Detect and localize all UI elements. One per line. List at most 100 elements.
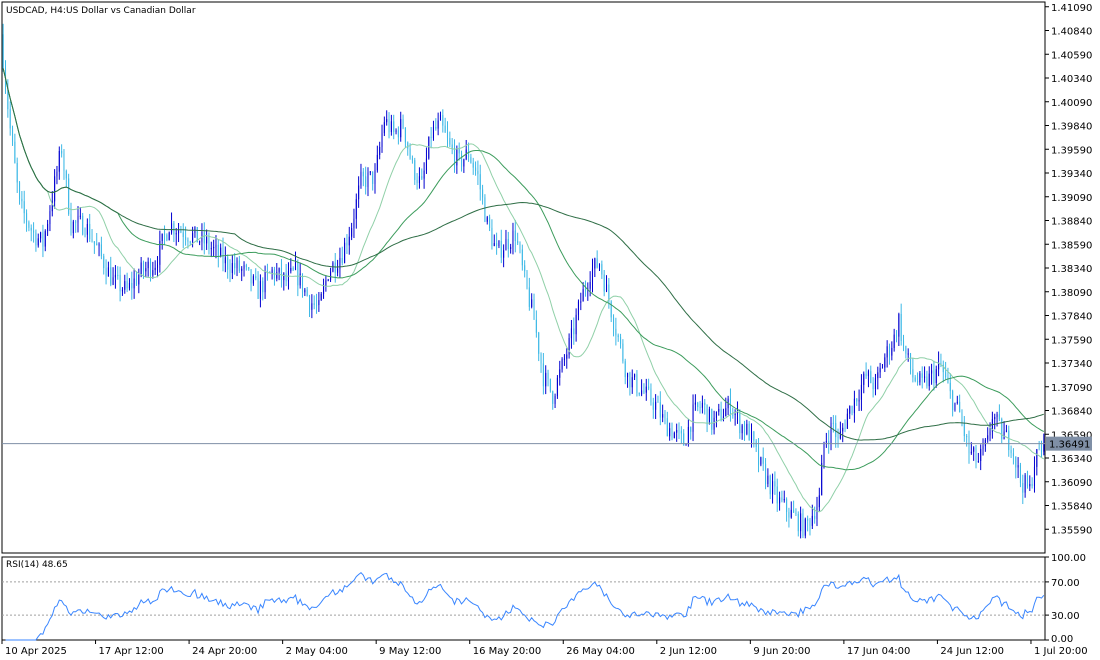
candle-body: [430, 136, 432, 139]
candle: [809, 517, 811, 536]
candle-body: [154, 267, 156, 271]
candle: [91, 229, 93, 243]
candle: [145, 261, 147, 278]
candle-body: [47, 224, 49, 232]
candle-body: [75, 221, 77, 223]
candle-body: [561, 359, 563, 370]
candle-body: [423, 170, 425, 179]
candle: [505, 229, 507, 251]
candle-body: [725, 408, 727, 417]
candle: [42, 224, 44, 258]
candle-body: [185, 237, 187, 240]
candle: [376, 145, 378, 173]
rsi-indicator-pane[interactable]: [1, 556, 1046, 641]
candle-body: [65, 170, 67, 179]
candle: [905, 345, 907, 359]
candle: [998, 404, 1000, 422]
candle-body: [203, 232, 205, 244]
candle: [444, 117, 446, 133]
candle: [217, 239, 219, 268]
price-tick-label: 1.41090: [1051, 3, 1092, 14]
candle: [346, 234, 348, 254]
candle: [461, 150, 463, 172]
candle-body: [687, 426, 689, 445]
rsi-tick-label: 30.00: [1051, 611, 1080, 622]
candle: [596, 250, 598, 269]
candle: [554, 393, 556, 409]
candle-body: [608, 284, 610, 302]
candle: [879, 362, 881, 379]
candle-body: [245, 265, 247, 268]
candle-body: [823, 442, 825, 464]
candle-body: [192, 233, 194, 242]
candle-body: [337, 268, 339, 273]
candle: [93, 241, 95, 254]
rsi-tick-label: 70.00: [1051, 578, 1080, 589]
candle: [341, 246, 343, 266]
candle-body: [645, 386, 647, 393]
candle: [479, 164, 481, 201]
candle-body: [816, 507, 818, 519]
candle: [924, 366, 926, 383]
candle: [208, 232, 210, 255]
current-price-label: 1.36491: [1049, 440, 1090, 451]
candle: [26, 209, 28, 232]
candle: [984, 438, 986, 452]
candle-body: [182, 232, 184, 238]
candle: [591, 258, 594, 293]
candle-body: [285, 273, 287, 282]
candle-body: [954, 402, 956, 411]
candle: [790, 501, 792, 519]
candle: [276, 262, 278, 282]
candle-body: [931, 370, 933, 374]
candle-body: [814, 515, 816, 519]
candle: [124, 274, 126, 294]
candle-body: [126, 281, 128, 289]
candle: [411, 155, 413, 164]
candle-body: [910, 353, 912, 370]
candle: [1019, 462, 1021, 488]
candle: [627, 372, 629, 388]
candle: [19, 181, 21, 205]
candle: [255, 268, 257, 281]
candle-body: [952, 391, 954, 411]
candle-body: [919, 373, 921, 383]
candle-body: [243, 265, 245, 269]
candle-body: [734, 413, 736, 415]
candle-body: [870, 371, 872, 383]
candle-body: [54, 176, 56, 202]
candle-body: [517, 240, 519, 244]
candle-body: [917, 381, 919, 383]
main-price-pane[interactable]: [1, 1, 1046, 554]
candle: [21, 191, 23, 209]
candle: [769, 474, 771, 500]
candle-body: [418, 176, 420, 184]
candle-body: [388, 119, 390, 133]
candle-body: [900, 313, 902, 341]
candle: [77, 206, 79, 233]
candle-body: [613, 317, 615, 329]
candle-body: [991, 419, 993, 432]
candle: [1024, 473, 1026, 498]
candle-body: [629, 373, 631, 388]
candle: [956, 395, 958, 405]
candle-body: [238, 260, 240, 271]
candle-body: [984, 439, 986, 447]
candle: [594, 257, 596, 278]
candle-body: [804, 518, 806, 536]
candle: [697, 401, 699, 412]
candle: [638, 392, 640, 397]
candle-body: [697, 402, 699, 408]
candle-body: [818, 495, 820, 508]
candle-body: [432, 127, 434, 139]
candle-body: [942, 364, 944, 373]
price-tick-label: 1.38590: [1051, 240, 1092, 251]
candle: [496, 232, 498, 255]
candle: [297, 259, 299, 297]
candle: [432, 120, 434, 141]
candle: [301, 273, 304, 298]
candle: [793, 500, 795, 513]
candle-body: [846, 413, 848, 429]
candle-body: [44, 231, 46, 247]
